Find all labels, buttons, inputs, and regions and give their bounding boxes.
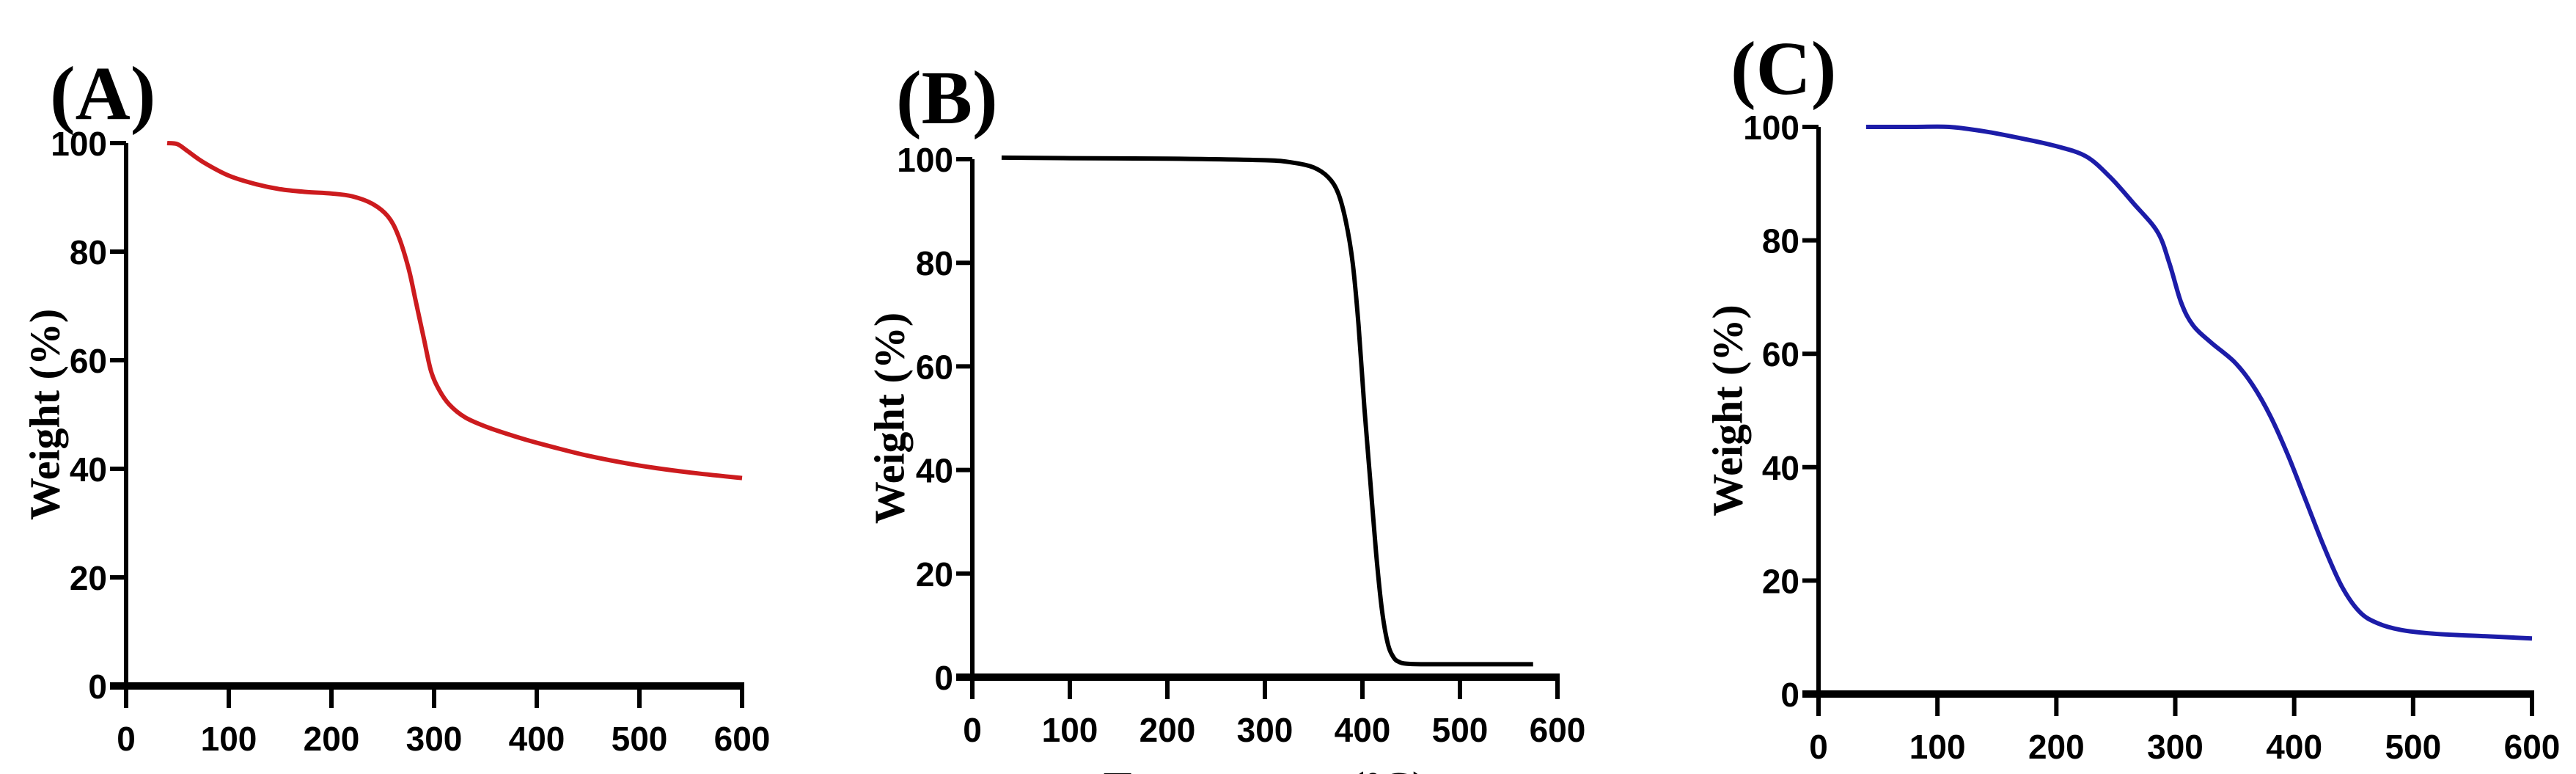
- x-tick-label: 400: [2266, 728, 2322, 766]
- x-tick-label: 300: [406, 720, 463, 758]
- x-tick-label: 200: [1140, 711, 1196, 749]
- y-tick-label: 20: [70, 559, 107, 597]
- x-tick-label: 500: [2385, 728, 2441, 766]
- y-tick-label: 20: [916, 555, 953, 594]
- y-tick-label: 60: [1762, 335, 1799, 373]
- x-tick-label: 600: [714, 720, 771, 758]
- y-tick-label: 100: [1743, 109, 1799, 147]
- data-series-line: [166, 141, 743, 481]
- x-tick-label: 200: [2028, 728, 2085, 766]
- x-tick-label: 0: [117, 720, 136, 758]
- y-axis-title: Weight (%): [865, 313, 913, 524]
- panel-label: (A): [50, 51, 155, 136]
- data-series-line: [1001, 155, 1533, 667]
- panel-b-chart: (B) 0 20 40 60 80 100 0 100 200 300 400 500 600 Temper…: [865, 56, 1585, 774]
- x-tick-label: 200: [304, 720, 360, 758]
- y-tick-label: 100: [897, 141, 953, 179]
- data-series-line: [1865, 124, 2533, 641]
- y-tick-label: 60: [916, 348, 953, 386]
- y-axis-title: Weight (%): [21, 309, 68, 520]
- y-tick-label: 0: [934, 659, 953, 697]
- y-tick-label: 40: [916, 452, 953, 490]
- x-tick-label: 500: [612, 720, 668, 758]
- x-tick-label: 300: [1237, 711, 1293, 749]
- x-tick-label: 100: [1909, 728, 1966, 766]
- y-tick-label: 100: [51, 125, 107, 163]
- x-tick-label: 300: [2147, 728, 2203, 766]
- y-tick-label: 80: [916, 244, 953, 282]
- y-tick-label: 80: [70, 233, 107, 271]
- x-tick-label: 400: [1335, 711, 1391, 749]
- x-tick-label: 0: [963, 711, 982, 749]
- x-axis-title: Temperature (°C): [1104, 763, 1426, 774]
- panel-label: (C): [1731, 26, 1836, 111]
- y-axis-title: Weight (%): [1703, 304, 1751, 516]
- x-tick-label: 400: [509, 720, 565, 758]
- x-tick-label: 0: [1809, 728, 1828, 766]
- x-tick-label: 100: [201, 720, 257, 758]
- panel-label: (B): [896, 56, 998, 140]
- y-tick-label: 20: [1762, 562, 1799, 600]
- y-tick-label: 60: [70, 342, 107, 380]
- panel-a-chart: (A) 0 20 40 60 80 100 0 100 200 300 400 500 600 Temper…: [21, 51, 770, 774]
- panel-c-chart: (C)0204060801000100200300400500600Temper…: [1703, 26, 2561, 766]
- x-tick-label: 500: [1432, 711, 1489, 749]
- y-tick-label: 40: [1762, 449, 1799, 487]
- x-axis-title: Temperature (°C): [273, 769, 595, 774]
- y-tick-label: 40: [70, 450, 107, 489]
- x-tick-label: 600: [1530, 711, 1586, 749]
- x-tick-label: 600: [2504, 728, 2561, 766]
- y-tick-label: 0: [88, 668, 107, 706]
- x-tick-label: 100: [1042, 711, 1098, 749]
- y-tick-label: 0: [1780, 676, 1799, 714]
- y-tick-label: 80: [1762, 222, 1799, 260]
